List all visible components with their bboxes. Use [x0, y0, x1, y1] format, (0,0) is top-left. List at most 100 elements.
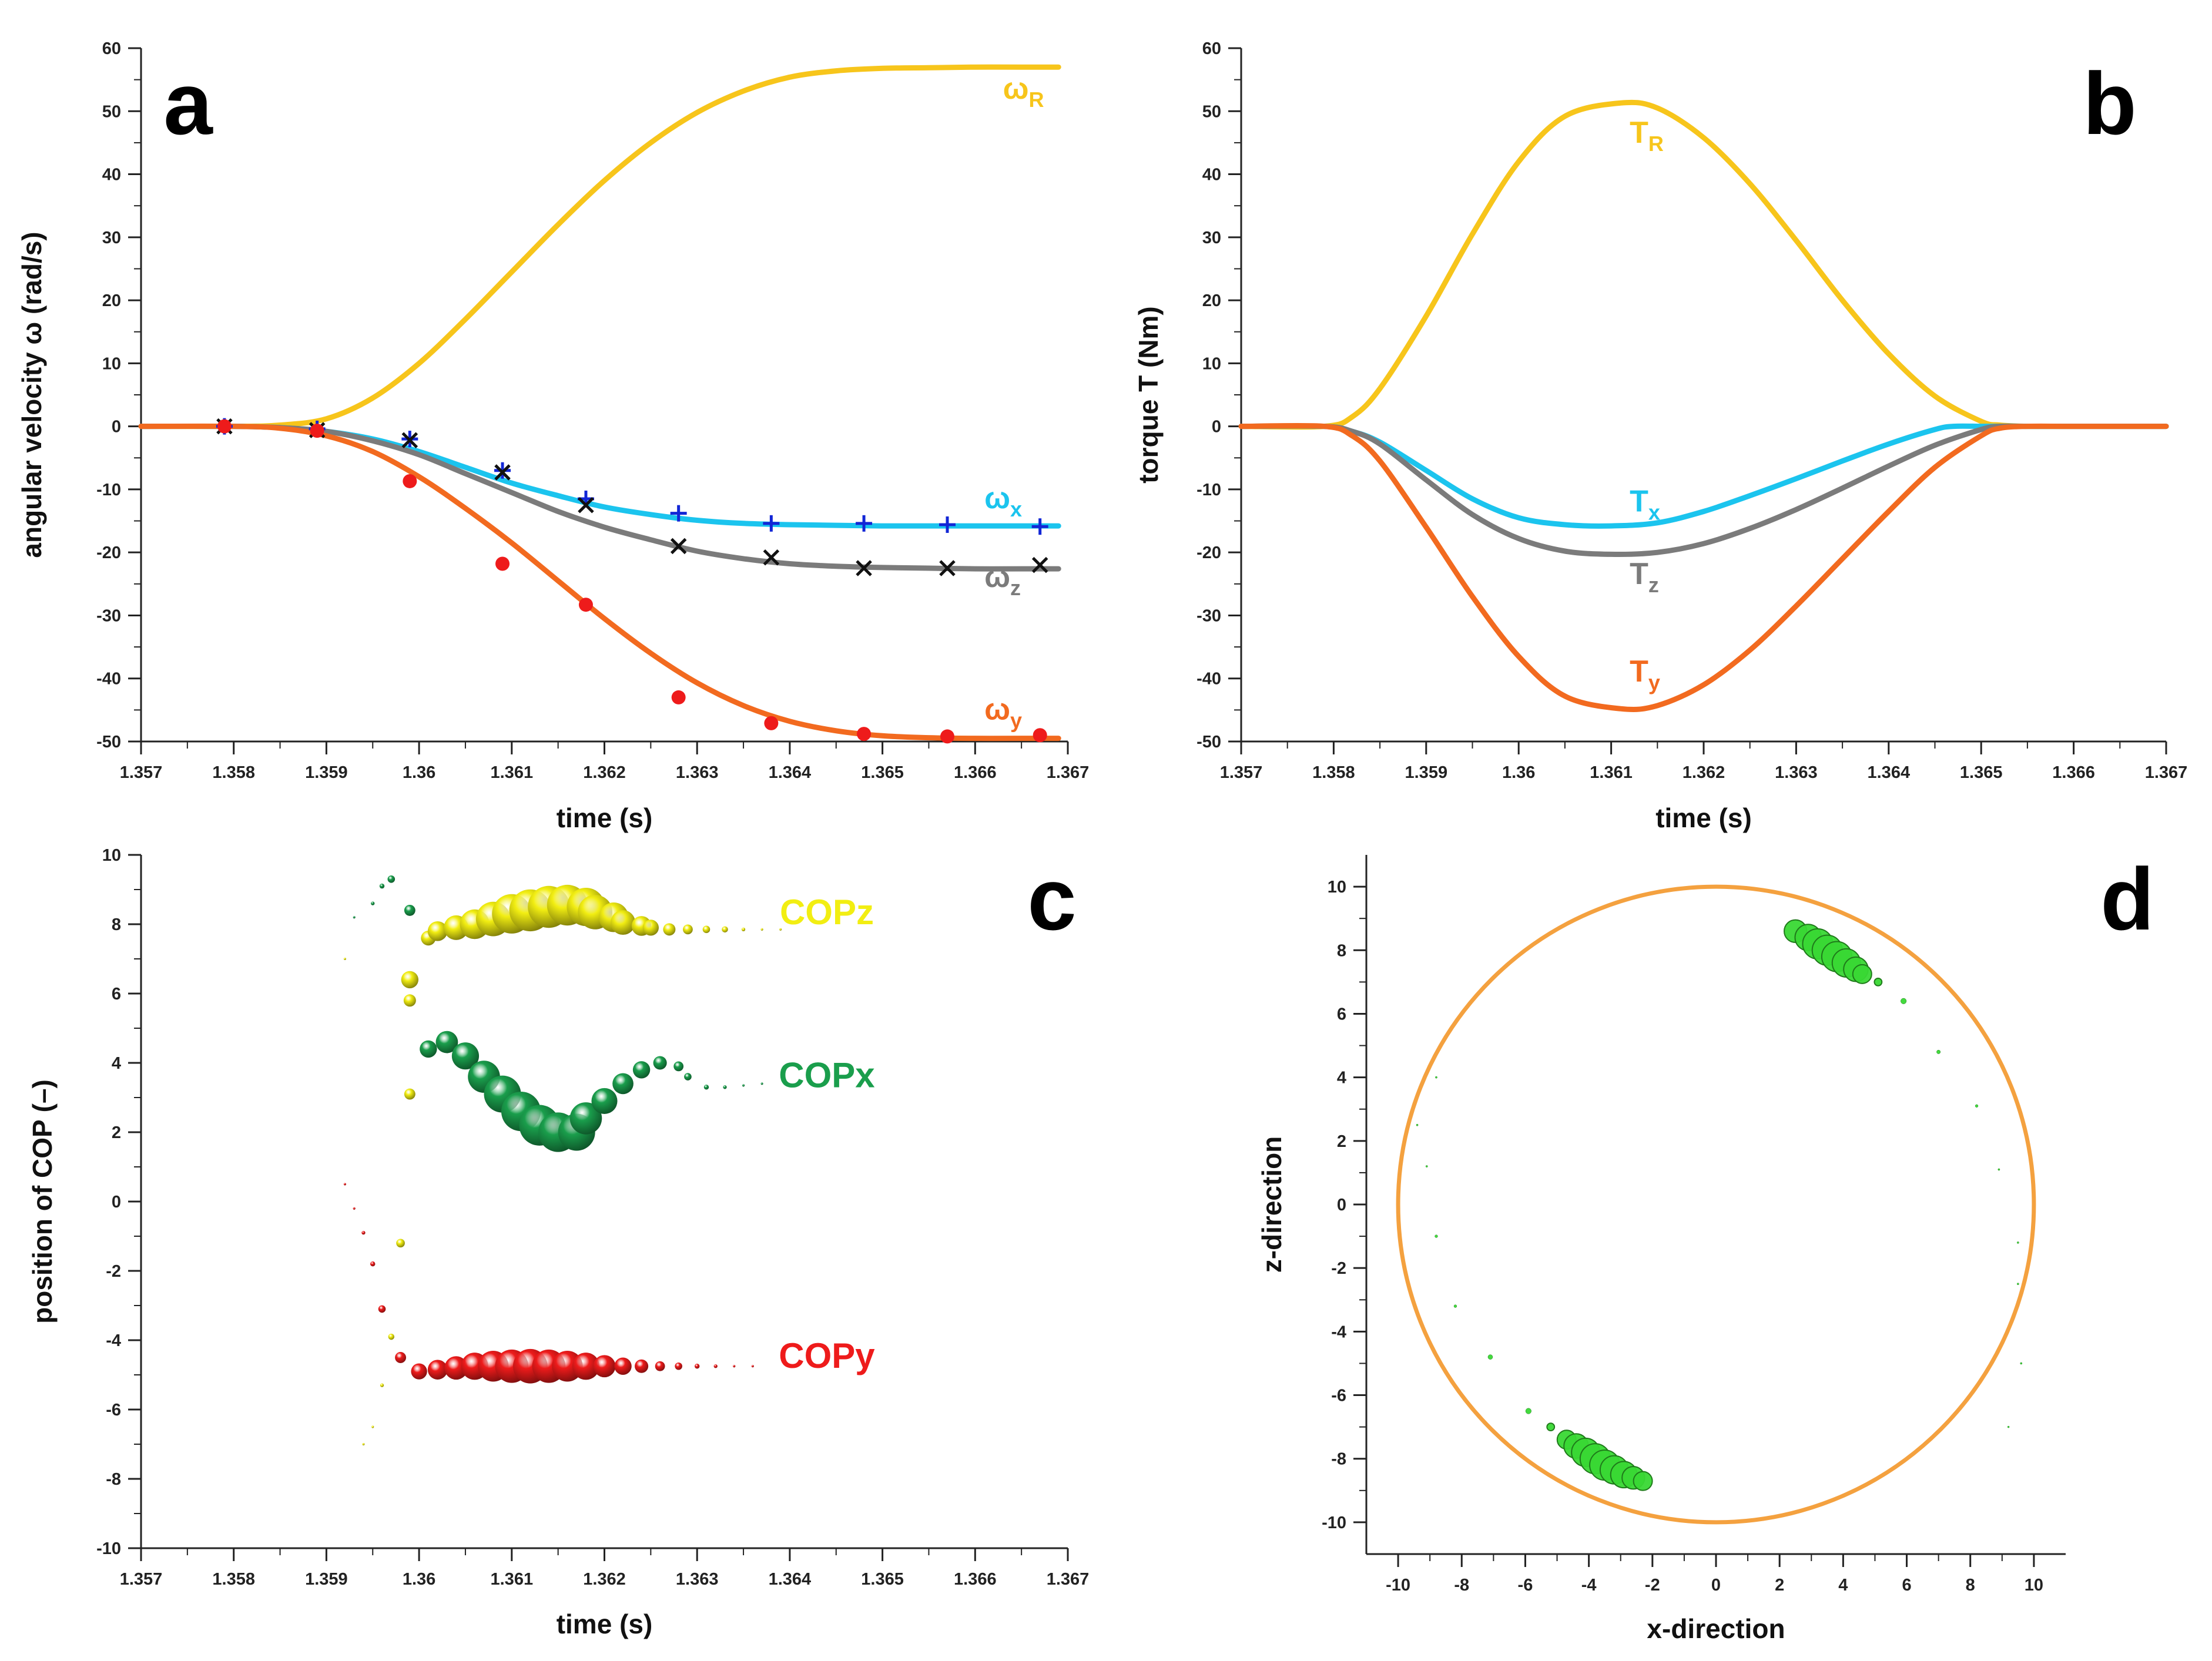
panel-d-x-tick-label: 8 [1966, 1576, 1975, 1595]
panel-a-marker-x-black [939, 560, 956, 576]
panel-c-bubble-COPy [572, 1353, 600, 1380]
panel-c-bubble-COPy [361, 1230, 366, 1235]
panel-c-bubble-COPy [655, 1361, 665, 1371]
panel-d-point-COP_path [2017, 1241, 2019, 1244]
panel-a-marker-plus-blue [1031, 518, 1048, 535]
panel-a-marker-plus-blue [856, 515, 873, 532]
panel-c-bubble-COPx [591, 1088, 618, 1114]
panel-a-y-tick-label: 0 [112, 418, 121, 437]
panel-b-y-tick-label: 60 [1202, 39, 1221, 58]
panel-c-y-tick-label: 4 [112, 1054, 121, 1073]
panel-c-bubble-COPz [741, 927, 746, 931]
panel-d-x-tick-label: 2 [1775, 1576, 1784, 1595]
panel-c-bubble-COPx [612, 1073, 634, 1095]
panel-a-y-tick-label: 10 [102, 354, 121, 373]
panel-c-bubble-COPx [435, 1031, 458, 1053]
panel-a-y-tick-label: -40 [96, 670, 121, 689]
panel-b-series-label-T_R: TR [1630, 116, 1664, 156]
panel-d-x-tick-label: -2 [1645, 1576, 1660, 1595]
panel-d-point-COP_path [1525, 1408, 1531, 1414]
panel-c-bubble-COPx [404, 904, 415, 916]
panel-c-y-tick-label: -10 [96, 1539, 121, 1558]
panel-d-point-COP_path [1975, 1104, 1979, 1108]
panel-c-x-tick-label: 1.357 [120, 1570, 163, 1589]
panel-c-cop-position-chart: 1.357 1.358 1.359 1.36 1.361 1.362 1.363 1.364 1… [27, 846, 1089, 1639]
panel-b-x-axis-title: time (s) [1655, 803, 1752, 833]
panel-d-y-tick-label: 4 [1337, 1069, 1346, 1088]
panel-d-point-COP_path [1997, 1168, 2000, 1171]
panel-c-bubble-COPx [760, 1082, 763, 1085]
panel-c-bubble-COPz [371, 1425, 374, 1428]
panel-c-y-tick-label: 0 [112, 1193, 121, 1212]
panel-a-marker-plus-blue [939, 516, 956, 533]
panel-a-y-tick-label: 50 [102, 102, 121, 121]
panel-b-series-line-T_z [1238, 423, 2169, 558]
panel-b-x-tick-label: 1.365 [1960, 763, 2003, 782]
panel-c-x-tick-label: 1.361 [491, 1570, 534, 1589]
panel-c-bubble-COPy [751, 1365, 754, 1368]
panel-c-bubble-COPz [760, 928, 763, 931]
panel-c-bubble-COPz [343, 958, 346, 960]
panel-a-x-tick-label: 1.367 [1047, 763, 1090, 782]
panel-c-x-tick-label: 1.366 [954, 1570, 997, 1589]
panel-d-y-tick-label: -4 [1331, 1323, 1346, 1341]
panel-c-bubble-COPy [614, 1357, 632, 1375]
panel-d-x-tick-label: -4 [1581, 1576, 1597, 1595]
panel-b-y-axis-title: torque T (Nm) [1133, 306, 1164, 484]
panel-c-bubble-COPy [675, 1362, 682, 1370]
panel-a-marker-dot-red [310, 424, 324, 438]
panel-a-x-tick-label: 1.36 [403, 763, 435, 782]
panel-a-x-tick-label: 1.359 [305, 763, 348, 782]
panel-c-bubble-COPx [723, 1085, 727, 1089]
panel-d-point-COP_path [1425, 1165, 1428, 1167]
panel-c-bubble-COPy [713, 1364, 718, 1368]
panel-a-x-tick-label: 1.361 [491, 763, 534, 782]
panel-b-x-tick-label: 1.358 [1312, 763, 1355, 782]
panel-c-bubble-COPy [695, 1364, 700, 1369]
panel-b-x-tick-label: 1.362 [1683, 763, 1725, 782]
panel-a-marker-x-black [401, 432, 418, 449]
panel-d-x-tick-label: 6 [1902, 1576, 1911, 1595]
panel-c-bubble-COPz [722, 926, 728, 933]
panel-a-y-tick-label: -50 [96, 733, 121, 751]
panel-c-bubble-COPx [379, 883, 385, 889]
panel-b-series-label-T_z: Tz [1630, 557, 1659, 597]
panel-d-point-COP_path [1453, 1304, 1457, 1308]
panel-d-y-tick-label: 2 [1337, 1132, 1346, 1151]
panel-c-x-tick-label: 1.358 [212, 1570, 255, 1589]
panel-d-x-tick-label: -6 [1518, 1576, 1533, 1595]
panel-d-panel-letter: d [2100, 850, 2154, 948]
panel-b-x-tick-label: 1.363 [1775, 763, 1818, 782]
panel-c-y-tick-label: -4 [106, 1331, 121, 1350]
panel-d-point-COP_path [2007, 1425, 2010, 1428]
panel-c-y-tick-label: -2 [106, 1262, 121, 1281]
panel-d-point-COP_path [2020, 1362, 2023, 1365]
panel-c-y-tick-label: -8 [106, 1470, 121, 1489]
panel-c-bubble-COPx [653, 1056, 667, 1070]
panel-d-x-axis-title: x-direction [1647, 1613, 1785, 1644]
panel-c-y-tick-label: 10 [102, 846, 121, 865]
panel-c-bubble-COPz [779, 928, 782, 931]
panel-b-y-tick-label: -20 [1197, 543, 1221, 562]
panel-a-series-label-omega_x: ωx [984, 481, 1022, 521]
panel-a-marker-x-black [494, 464, 511, 481]
panel-b-y-tick-label: -50 [1197, 733, 1221, 751]
panel-a-marker-x-black [578, 496, 594, 514]
panel-a-marker-x-black [670, 538, 687, 555]
panel-c-bubble-COPy [370, 1261, 376, 1267]
panel-d-point-COP_path [1874, 977, 1883, 986]
panel-a-series-line-omega_y [138, 423, 1061, 741]
panel-a-series-line-omega_x [138, 423, 1061, 529]
panel-c-bubble-COPy [593, 1355, 616, 1378]
panel-c-bubble-COPz [401, 971, 419, 989]
panel-b-series-label-T_y: Ty [1630, 655, 1660, 694]
panel-c-y-tick-label: 8 [112, 915, 121, 934]
panel-d-y-tick-label: -6 [1331, 1387, 1346, 1405]
panel-a-marker-dot-red [217, 419, 232, 434]
panel-c-bubble-COPx [684, 1073, 692, 1081]
panel-a-marker-dot-red [940, 729, 954, 744]
panel-a-marker-dot-red [495, 556, 510, 571]
panel-a-series-line-omega_z [138, 423, 1061, 572]
panel-d-y-tick-label: -10 [1322, 1514, 1346, 1532]
